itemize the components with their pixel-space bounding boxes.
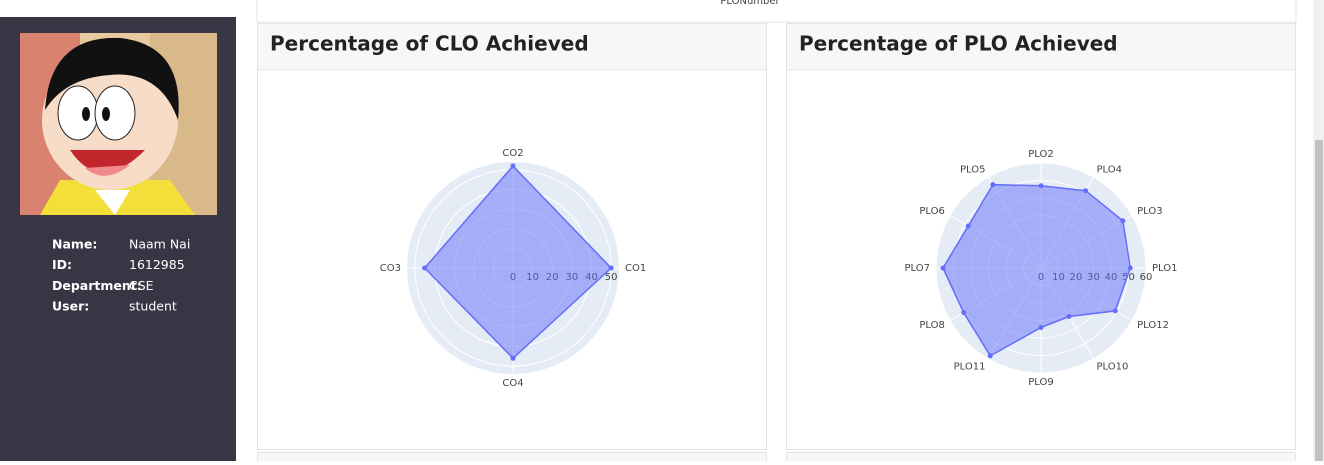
radar-point xyxy=(1127,265,1133,271)
category-label: PLO10 xyxy=(1097,362,1129,373)
category-label: PLO5 xyxy=(960,164,985,175)
card-title: Percentage of PLO Achieved xyxy=(799,32,1118,56)
info-label: ID: xyxy=(52,257,72,272)
radar-point xyxy=(1066,313,1072,319)
radial-tick-label: 50 xyxy=(1122,272,1135,283)
category-label: PLO9 xyxy=(1028,377,1053,388)
category-label: CO4 xyxy=(502,378,523,389)
next-card xyxy=(257,452,767,465)
radar-point xyxy=(510,163,516,169)
info-value: CSE xyxy=(129,278,154,293)
radar-point xyxy=(510,355,516,361)
radar-point xyxy=(1120,218,1126,224)
category-label: PLO1 xyxy=(1152,263,1177,274)
info-label: User: xyxy=(52,299,89,314)
category-label: PLO4 xyxy=(1097,164,1122,175)
category-label: PLO2 xyxy=(1028,149,1053,160)
category-label: PLO7 xyxy=(905,263,930,274)
radar-point xyxy=(965,223,971,229)
category-label: CO1 xyxy=(625,263,646,274)
radar-point xyxy=(1083,188,1089,194)
top-card xyxy=(256,0,1297,23)
radar-point xyxy=(1112,308,1118,314)
radar-point xyxy=(608,265,614,271)
category-label: PLO8 xyxy=(919,320,944,331)
category-label: CO2 xyxy=(502,148,523,159)
radar-point xyxy=(422,265,428,271)
category-label: PLO12 xyxy=(1137,320,1169,331)
radar-point xyxy=(1038,325,1044,330)
info-value: student xyxy=(129,299,177,314)
scrollbar-thumb[interactable] xyxy=(1315,140,1323,461)
category-label: PLO3 xyxy=(1137,206,1162,217)
category-label: PLO6 xyxy=(919,206,944,217)
radar-point xyxy=(940,265,946,271)
info-label: Department: xyxy=(52,278,142,293)
radial-tick-label: 50 xyxy=(605,272,618,283)
card-title: Percentage of CLO Achieved xyxy=(270,32,589,56)
next-card xyxy=(786,452,1296,465)
avatar xyxy=(20,33,217,215)
category-label: CO3 xyxy=(380,263,401,274)
radar-point xyxy=(1038,183,1044,189)
info-value: 1612985 xyxy=(129,257,185,272)
radial-tick-label: 60 xyxy=(1140,272,1153,283)
card xyxy=(257,23,767,450)
info-value: Naam Nai xyxy=(129,237,190,252)
radar-point xyxy=(961,310,967,316)
radar-point xyxy=(987,353,993,359)
category-label: PLO11 xyxy=(954,362,986,373)
info-label: Name: xyxy=(52,237,97,252)
axis-label: PLONumber xyxy=(720,0,780,7)
radar-point xyxy=(990,182,996,188)
